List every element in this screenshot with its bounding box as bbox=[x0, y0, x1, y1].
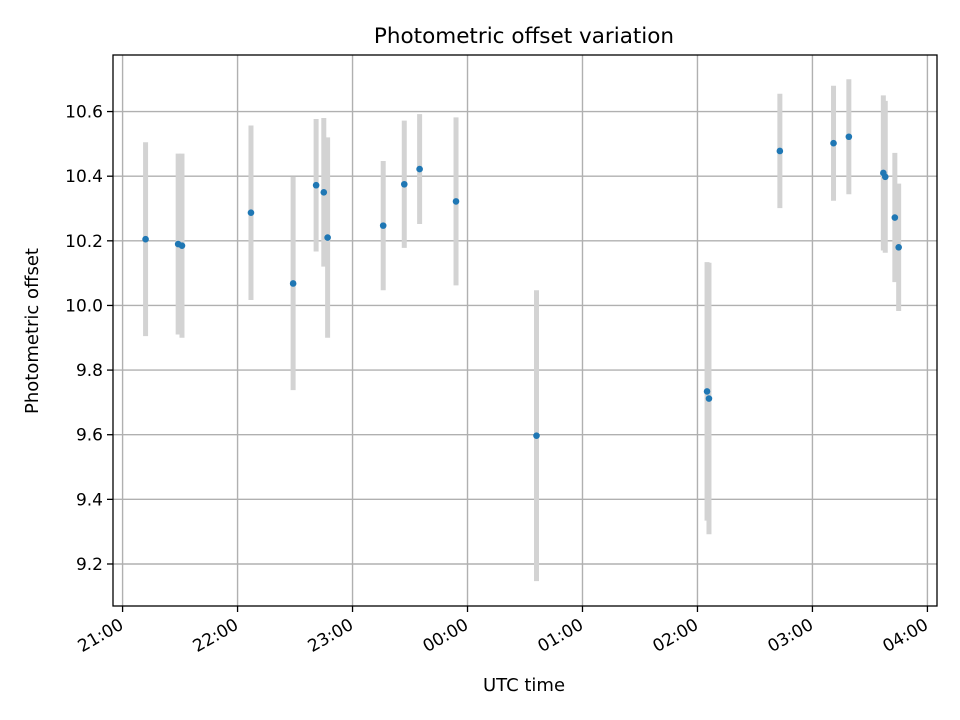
error-bars bbox=[143, 79, 902, 582]
data-point bbox=[452, 198, 460, 205]
data-point bbox=[247, 209, 255, 217]
x-tick-label: 00:00 bbox=[420, 615, 472, 657]
chart-title: Photometric offset variation bbox=[374, 24, 674, 49]
y-tick-label: 10.4 bbox=[65, 167, 103, 187]
y-tick-label: 10.2 bbox=[65, 232, 103, 252]
data-point bbox=[178, 242, 186, 249]
y-tick-label: 10.6 bbox=[65, 103, 103, 123]
data-point bbox=[416, 165, 423, 173]
data-point bbox=[324, 234, 331, 241]
x-tick-label: 22:00 bbox=[190, 615, 242, 657]
plot-frame bbox=[112, 54, 938, 607]
data-point bbox=[379, 222, 387, 229]
x-tick-label: 04:00 bbox=[879, 615, 931, 657]
data-point bbox=[703, 388, 711, 395]
data-point bbox=[845, 133, 853, 141]
data-point bbox=[320, 189, 328, 196]
y-tick-label: 9.4 bbox=[76, 490, 103, 510]
data-point bbox=[776, 147, 784, 155]
y-tick-label: 9.2 bbox=[76, 555, 103, 575]
y-tick-label: 9.8 bbox=[76, 361, 103, 381]
y-axis-label: Photometric offset bbox=[22, 248, 43, 414]
data-point bbox=[142, 235, 149, 243]
y-axis-ticks: 9.2 9.4 9.6 9.8 10.0 10.2 10.4 10.6 bbox=[65, 103, 113, 575]
data-point bbox=[312, 181, 320, 189]
x-axis-label: UTC time bbox=[483, 675, 565, 696]
data-point bbox=[895, 243, 902, 251]
x-tick-label: 01:00 bbox=[535, 615, 587, 657]
data-point bbox=[881, 173, 889, 181]
data-point bbox=[289, 280, 297, 287]
grid bbox=[113, 55, 937, 606]
data-point bbox=[891, 214, 899, 221]
x-tick-label: 03:00 bbox=[765, 615, 817, 657]
x-tick-label: 02:00 bbox=[650, 615, 702, 657]
data-point bbox=[533, 432, 540, 439]
data-point bbox=[830, 139, 837, 147]
data-points bbox=[142, 133, 902, 439]
data-point bbox=[705, 395, 713, 402]
y-tick-label: 10.0 bbox=[65, 296, 103, 316]
x-tick-label: 21:00 bbox=[75, 615, 127, 657]
x-axis-ticks: 21:00 22:00 23:00 00:00 01:00 02:00 03:00 04:00 bbox=[75, 606, 932, 657]
x-tick-label: 23:00 bbox=[305, 615, 357, 657]
data-point bbox=[400, 180, 408, 188]
y-tick-label: 9.6 bbox=[76, 426, 103, 446]
